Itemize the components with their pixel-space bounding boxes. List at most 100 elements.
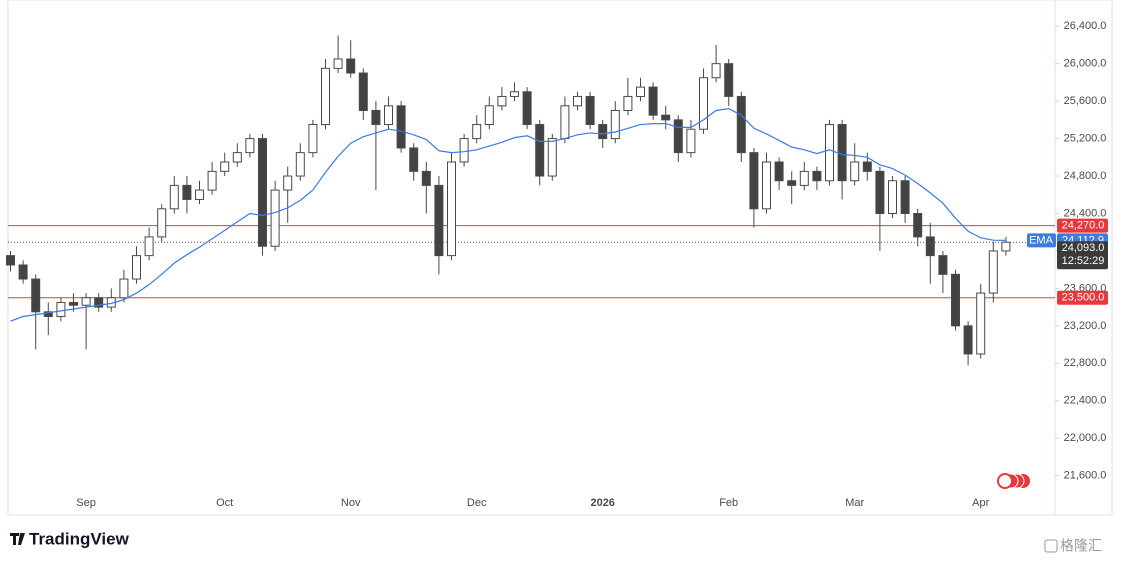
level-label-bg: [1057, 290, 1108, 305]
candle-body: [585, 95, 595, 126]
level-label: 24,270.0: [1062, 220, 1105, 232]
candle-body: [749, 152, 759, 210]
candle-body: [825, 124, 834, 182]
candle-body: [447, 161, 456, 257]
candle-body: [762, 161, 771, 210]
candle-body: [346, 58, 356, 74]
candle-body: [94, 297, 104, 308]
y-tick-label: 25,600.0: [1064, 95, 1107, 107]
candle-body: [472, 124, 482, 140]
candle-body: [283, 175, 293, 191]
candle-body: [951, 273, 960, 327]
candle-body: [270, 189, 280, 247]
candle-body: [610, 109, 620, 140]
level-label-bg: [1057, 218, 1108, 233]
candle-body: [371, 109, 381, 126]
candle-body: [837, 124, 847, 182]
candle-body: [56, 301, 66, 317]
candle-body: [358, 72, 368, 111]
x-tick-label: Mar: [845, 497, 864, 509]
y-tick-label: 23,200.0: [1064, 320, 1107, 332]
candle-body: [497, 95, 507, 107]
candle-body: [258, 138, 267, 247]
candle-body: [308, 124, 318, 154]
candle-body: [459, 138, 469, 163]
candle-body: [686, 128, 696, 154]
candle-body: [510, 91, 519, 97]
candle-body: [1001, 241, 1011, 252]
candle-body: [182, 184, 192, 200]
candle-body: [421, 170, 431, 186]
y-tick-label: 22,800.0: [1064, 357, 1107, 369]
candle-body: [938, 255, 948, 275]
y-tick-label: 24,800.0: [1064, 170, 1107, 182]
candle-body: [988, 250, 998, 294]
candle-body: [535, 124, 545, 177]
y-tick-label: 21,600.0: [1064, 470, 1107, 482]
candle-body: [699, 77, 708, 130]
candle-body: [207, 170, 217, 191]
x-tick-label: Oct: [216, 497, 233, 509]
x-tick-label: 2026: [590, 497, 614, 509]
y-tick-label: 22,000.0: [1064, 432, 1107, 444]
y-tick-label: 26,400.0: [1064, 20, 1107, 32]
candle-body: [333, 58, 343, 69]
x-tick-label: Dec: [467, 497, 487, 509]
candle-body: [913, 212, 923, 238]
candle-body: [976, 292, 986, 355]
y-tick-label: 22,400.0: [1064, 395, 1107, 407]
candle-body: [560, 105, 570, 140]
y-tick-label: 24,400.0: [1064, 207, 1107, 219]
candle-body: [220, 161, 230, 172]
x-tick-label: Feb: [719, 497, 738, 509]
candle-body: [119, 278, 129, 299]
y-tick-label: 25,200.0: [1064, 132, 1107, 144]
flag-icons: [997, 473, 1030, 489]
level-label: 23,500.0: [1062, 292, 1105, 304]
x-tick-label: Sep: [76, 497, 96, 509]
candle-body: [850, 161, 860, 182]
candle-body: [774, 161, 784, 182]
candle-body: [43, 311, 53, 317]
candle-body: [963, 325, 973, 355]
candle-body: [69, 301, 78, 306]
candle-body: [195, 189, 204, 200]
candle-body: [925, 236, 935, 257]
ema-line: [10, 107, 1006, 322]
candle-body: [245, 138, 255, 154]
candle-body: [434, 184, 444, 257]
last-price-label: 24,093.0: [1062, 242, 1105, 254]
candle-body: [673, 119, 683, 154]
candle-body: [6, 255, 15, 266]
ema-name: EMA: [1029, 234, 1054, 246]
candle-body: [18, 264, 28, 280]
candle-body: [321, 67, 330, 126]
candle-body: [648, 86, 658, 116]
ema-name-bg: [1027, 233, 1056, 248]
candle-body: [787, 180, 797, 186]
watermark-icon: [1044, 539, 1058, 553]
candle-body: [484, 105, 494, 126]
candle-body: [862, 161, 872, 172]
candle-body: [875, 170, 885, 214]
x-tick-label: Nov: [341, 497, 361, 509]
candle-body: [812, 170, 822, 182]
candle-body: [888, 180, 897, 214]
candle-body: [169, 184, 179, 210]
candle-body: [598, 124, 608, 140]
candle-body: [132, 255, 141, 280]
candle-body: [736, 95, 746, 154]
candle-body: [384, 105, 393, 126]
watermark: 格隆汇: [1060, 538, 1102, 554]
candle-body: [81, 297, 91, 306]
candle-body: [573, 95, 582, 107]
candle-body: [409, 147, 419, 172]
candle-body: [547, 138, 557, 177]
candle-body: [295, 152, 305, 177]
candle-body: [232, 152, 242, 163]
brand: TradingView: [29, 529, 130, 548]
countdown: 12:52:29: [1062, 255, 1105, 267]
candle-body: [522, 91, 532, 126]
x-tick-label: Apr: [972, 497, 989, 509]
